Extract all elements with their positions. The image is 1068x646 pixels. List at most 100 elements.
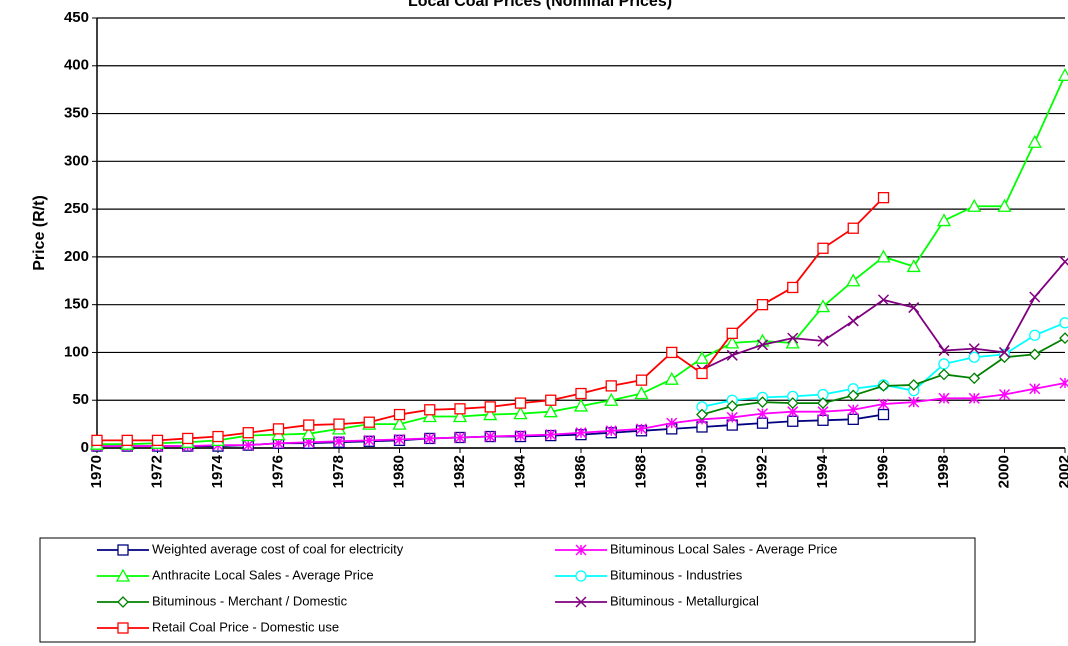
marker: [212, 430, 224, 443]
x-tick-label: 1972: [148, 455, 165, 488]
marker: [938, 358, 950, 370]
x-tick-label: 2002: [1056, 455, 1068, 488]
marker: [454, 403, 466, 415]
marker: [242, 427, 254, 439]
marker: [696, 367, 708, 380]
marker: [333, 418, 345, 430]
marker: [424, 404, 436, 416]
legend-label: Retail Coal Price - Domestic use: [152, 619, 339, 634]
marker: [726, 400, 739, 412]
marker: [726, 349, 738, 361]
marker: [575, 596, 587, 608]
marker: [694, 350, 710, 364]
marker: [817, 414, 829, 426]
marker: [393, 408, 406, 421]
marker: [787, 415, 799, 427]
marker: [847, 404, 859, 416]
marker: [666, 417, 678, 429]
y-tick-label: 0: [81, 439, 89, 456]
marker: [786, 397, 799, 410]
marker: [907, 379, 920, 391]
y-tick-label: 100: [64, 343, 89, 360]
marker: [817, 242, 829, 254]
legend-label: Bituminous - Merchant / Domestic: [152, 593, 348, 608]
marker: [514, 397, 527, 409]
marker: [664, 371, 679, 385]
marker: [787, 281, 799, 294]
marker: [936, 213, 952, 227]
marker: [877, 408, 890, 421]
marker: [1059, 256, 1068, 268]
marker: [91, 434, 103, 447]
marker: [117, 544, 129, 556]
marker: [938, 345, 950, 357]
marker: [575, 387, 587, 400]
chart-title: Local Coal Prices (Nominal Prices): [408, 0, 672, 10]
y-tick-label: 450: [64, 9, 89, 26]
marker: [756, 408, 769, 420]
x-tick-label: 1992: [753, 455, 770, 488]
marker: [242, 439, 254, 451]
marker: [968, 343, 980, 355]
marker: [1029, 383, 1041, 395]
marker: [604, 392, 619, 406]
marker: [968, 351, 980, 363]
marker: [877, 398, 890, 410]
marker: [115, 568, 131, 582]
marker: [756, 299, 769, 311]
marker: [121, 434, 133, 447]
marker: [998, 388, 1011, 401]
x-tick-label: 1990: [693, 455, 710, 488]
marker: [333, 435, 345, 447]
x-tick-label: 1974: [209, 454, 226, 488]
marker: [1059, 332, 1068, 345]
marker: [117, 596, 129, 608]
x-tick-label: 1988: [632, 455, 649, 488]
marker: [726, 411, 738, 423]
marker: [1029, 291, 1041, 303]
marker: [635, 374, 648, 386]
marker: [514, 430, 527, 442]
marker: [424, 432, 436, 444]
marker: [938, 368, 950, 381]
marker: [756, 339, 769, 351]
y-tick-label: 50: [72, 391, 89, 408]
marker: [575, 570, 587, 582]
marker: [938, 392, 950, 404]
marker: [817, 335, 829, 347]
marker: [117, 622, 129, 634]
marker: [1057, 67, 1068, 81]
marker: [726, 327, 738, 339]
marker: [787, 332, 799, 344]
marker: [452, 409, 468, 423]
marker: [817, 397, 829, 410]
marker: [1059, 317, 1068, 329]
marker: [756, 417, 769, 429]
x-tick-label: 1980: [390, 455, 407, 488]
series-line: [701, 321, 1066, 408]
y-tick-label: 350: [64, 105, 89, 122]
y-tick-label: 150: [64, 296, 89, 313]
x-tick-label: 1984: [511, 454, 528, 488]
marker: [363, 434, 375, 446]
marker: [877, 294, 890, 306]
marker: [696, 408, 708, 421]
marker: [545, 394, 557, 406]
x-tick-label: 2000: [995, 455, 1012, 488]
legend-label: Anthracite Local Sales - Average Price: [152, 567, 374, 582]
x-tick-label: 1978: [330, 455, 347, 488]
legend-label: Bituminous Local Sales - Average Price: [610, 541, 837, 556]
marker: [484, 431, 496, 443]
marker: [1028, 348, 1041, 361]
marker: [634, 386, 649, 400]
marker: [847, 389, 860, 402]
marker: [725, 335, 740, 349]
marker: [815, 299, 831, 313]
marker: [877, 379, 890, 392]
marker: [1027, 134, 1042, 148]
marker: [182, 432, 194, 445]
marker: [666, 346, 678, 359]
marker: [392, 416, 407, 430]
marker: [635, 423, 648, 435]
